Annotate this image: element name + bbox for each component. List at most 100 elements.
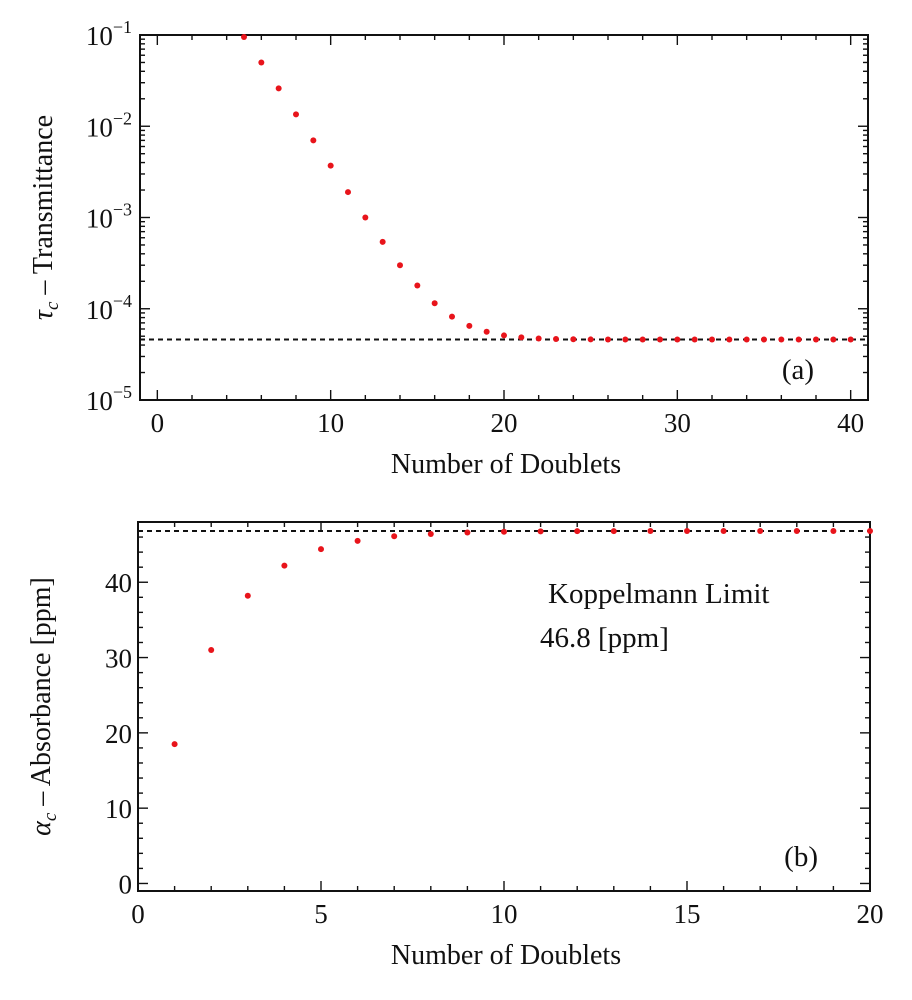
y-tick-label: 10−4 [86,291,132,325]
data-point [379,238,386,245]
y-tick-exponent: −3 [113,200,132,220]
data-point [761,336,767,343]
data-point [318,546,324,553]
x-tick-label: 0 [131,899,145,929]
x-tick-label: 15 [674,899,701,929]
data-point [574,528,581,535]
data-point [171,741,178,748]
y-tick-base: 10 [86,21,113,51]
y-axis-subscript: c [40,812,61,821]
data-point [795,336,802,343]
data-point [674,336,681,343]
x-tick-label: 10 [317,408,344,438]
y-tick-base: 10 [86,204,113,234]
panel-label: (a) [782,354,814,386]
x-axis-title: Number of Doublets [391,449,621,480]
data-point [793,528,800,535]
data-point [587,336,594,343]
data-point [726,336,733,343]
data-point [464,529,471,536]
data-point [449,313,455,320]
x-tick-label: 20 [491,408,518,438]
y-tick-base: 10 [86,112,113,142]
y-tick-exponent: −4 [113,291,132,311]
plot-frame [139,34,869,401]
y-tick-exponent: −5 [113,382,132,402]
y-axis-subscript: c [42,301,63,310]
data-point [293,111,299,118]
y-tick-label: 10 [105,794,132,824]
y-tick-base: 10 [86,386,113,416]
x-axis-title: Number of Doublets [391,940,621,971]
data-point [570,336,577,343]
data-point [431,300,438,307]
y-tick-label: 10−2 [86,108,132,142]
y-tick-exponent: −1 [113,17,132,37]
data-point [639,336,646,343]
x-tick-label: 20 [857,899,884,929]
data-point [241,34,247,41]
y-tick-label: 30 [105,644,132,674]
data-point [414,282,421,289]
y-axis-text: – Transmittance [28,115,59,302]
x-tick-label: 40 [837,408,864,438]
panel-label: (b) [784,841,818,873]
data-point [684,528,690,535]
data-point [847,336,854,343]
data-point [535,335,542,342]
data-point [427,531,434,538]
x-tick-label: 0 [151,408,165,438]
koppelmann-limit-title: Koppelmann Limit [548,578,770,610]
data-point [778,336,785,343]
y-tick-label: 10−1 [86,17,132,51]
data-point [391,533,398,540]
koppelmann-limit-value: 46.8 [ppm] [540,622,669,654]
data-point [483,328,490,335]
data-point [610,528,617,535]
y-axis-title: τc – Transmittance [28,115,63,320]
y-axis-text: – Absorbance [ppm] [26,577,57,813]
data-point [757,528,764,535]
data-point [501,332,507,339]
data-point [518,334,525,341]
y-axis-title: αc – Absorbance [ppm] [26,577,61,836]
x-tick-label: 5 [314,899,328,929]
data-point [244,592,251,599]
y-tick-label: 10−3 [86,200,132,234]
data-point [622,336,629,343]
data-point [362,214,369,221]
y-axis-symbol: α [26,820,57,836]
data-point [657,336,663,343]
data-point [354,537,361,544]
data-point [327,162,334,169]
y-tick-base: 10 [86,295,113,325]
y-tick-label: 40 [105,568,132,598]
data-point [466,322,473,329]
data-point [208,647,215,654]
y-tick-label: 10−5 [86,382,132,416]
data-point [281,562,288,569]
x-tick-label: 30 [664,408,691,438]
data-point [258,59,265,66]
panel-b: 0 5 10 15 20 0 10 20 30 40 Number of Doublets αc – … [26,521,884,971]
x-tick-label: 10 [491,899,518,929]
data-point [709,336,715,343]
data-point [537,528,544,535]
data-point [830,336,837,343]
data-point [397,262,403,269]
data-point [553,336,559,343]
data-point [345,189,351,196]
data-point [501,528,507,535]
data-point [275,85,282,92]
data-point [867,528,873,535]
y-axis-symbol: τ [28,309,59,320]
data-point [691,336,698,343]
data-point [743,336,750,343]
y-tick-label: 0 [119,869,133,899]
data-point [647,528,654,535]
data-point [720,528,727,535]
data-point [605,336,611,343]
data-point [310,137,317,144]
